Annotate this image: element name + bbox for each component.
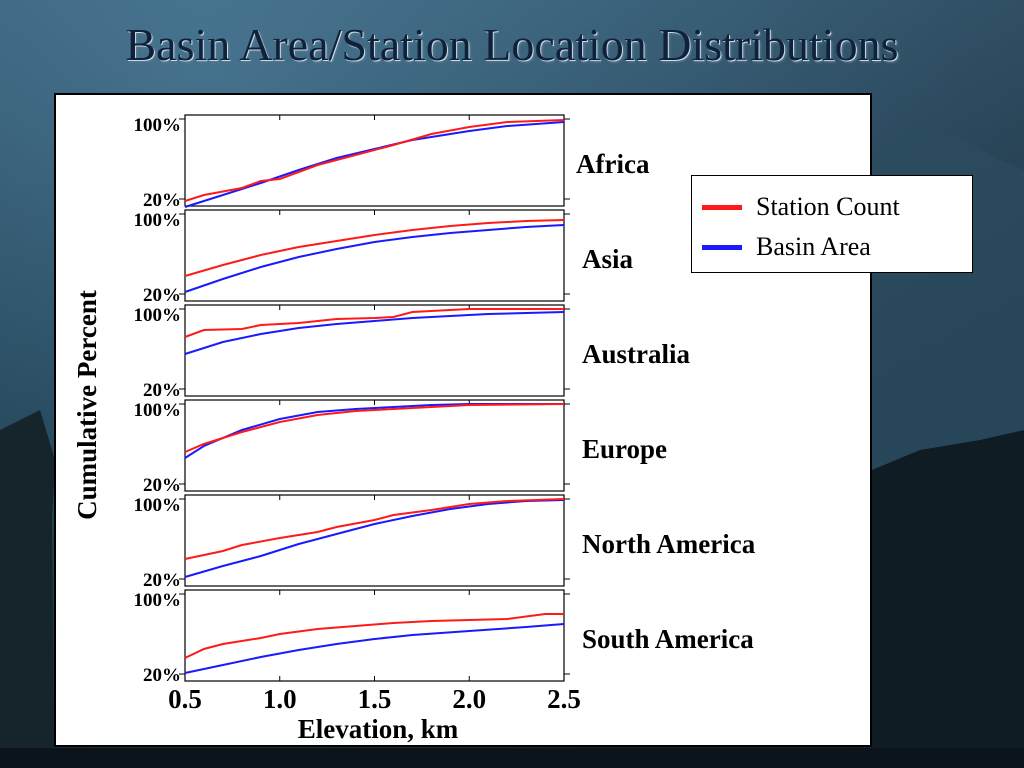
y-tick-label-100-australia: 100% (134, 305, 182, 326)
legend-entry-basin-area: Basin Area (702, 230, 871, 264)
mountain-right-dark (872, 430, 1024, 768)
x-tick-label-1: 1.0 (263, 684, 297, 714)
series-line-australia-basin-area (184, 311, 565, 355)
x-tick-label-3: 2.0 (452, 684, 486, 714)
series-line-africa-station-count (184, 119, 565, 202)
panel-frame-africa (184, 114, 565, 207)
y-axis-title: Cumulative Percent (72, 290, 102, 520)
y-tick-label-100-europe: 100% (134, 400, 182, 421)
x-tick-label-0: 0.5 (168, 684, 202, 714)
slide-title: Basin Area/Station Location Distribution… (125, 19, 899, 70)
legend: Station Count Basin Area (691, 175, 973, 273)
series-line-south-america-station-count (184, 613, 564, 659)
series-line-africa-basin-area (184, 121, 565, 208)
region-label-europe: Europe (582, 434, 667, 464)
mountain-left (0, 410, 55, 768)
ground (0, 748, 1024, 768)
y-tick-label-20-europe: 20% (143, 475, 181, 496)
series-line-europe-station-count (184, 403, 565, 453)
y-tick-label-20-australia: 20% (143, 380, 181, 401)
x-tick-label-2: 1.5 (358, 684, 392, 714)
series-line-asia-station-count (184, 219, 565, 277)
region-label-south-america: South America (582, 624, 754, 654)
legend-swatch-station-count (702, 204, 742, 210)
y-tick-label-100-north-america: 100% (134, 495, 182, 516)
y-tick-label-100-africa: 100% (134, 115, 182, 136)
series-line-south-america-basin-area (184, 623, 565, 674)
series-line-north-america-station-count (184, 498, 565, 560)
series-line-north-america-basin-area (184, 499, 565, 578)
region-label-australia: Australia (582, 339, 691, 369)
panel-frame-south-america (184, 589, 565, 682)
y-tick-label-20-south-america: 20% (143, 665, 181, 686)
y-tick-label-100-asia: 100% (134, 210, 182, 231)
legend-entry-station-count: Station Count (702, 190, 900, 224)
legend-swatch-basin-area (702, 244, 742, 250)
chart-svg: 100%20%Africa100%20%Asia100%20%Australia… (72, 114, 756, 744)
series-line-asia-basin-area (184, 224, 565, 293)
x-tick-label-4: 2.5 (547, 684, 581, 714)
region-label-asia: Asia (582, 244, 634, 274)
panel-frame-europe (184, 399, 565, 492)
y-tick-label-20-africa: 20% (143, 190, 181, 211)
legend-label-basin-area: Basin Area (756, 232, 871, 261)
x-axis-title: Elevation, km (298, 714, 459, 744)
y-tick-label-100-south-america: 100% (134, 590, 182, 611)
panel-frame-asia (184, 209, 565, 302)
panel-frame-north-america (184, 494, 565, 587)
region-label-north-america: North America (582, 529, 756, 559)
legend-label-station-count: Station Count (756, 192, 900, 221)
region-label-africa: Africa (576, 149, 650, 179)
y-tick-label-20-north-america: 20% (143, 570, 181, 591)
series-line-australia-station-count (184, 308, 564, 338)
y-tick-label-20-asia: 20% (143, 285, 181, 306)
